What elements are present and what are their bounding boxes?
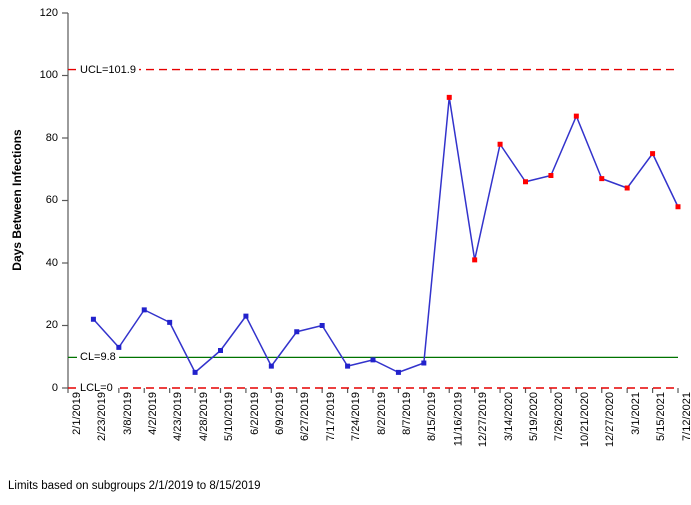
data-point-marker xyxy=(395,369,401,375)
data-point-marker xyxy=(243,313,249,319)
x-axis-tick-label: 5/19/2020 xyxy=(528,392,540,441)
cl-label: CL=9.8 xyxy=(77,350,119,365)
x-axis-tick-label: 6/9/2019 xyxy=(273,392,286,435)
x-axis-tick-label: 7/12/2021 xyxy=(680,392,691,441)
data-point-marker xyxy=(548,173,554,178)
x-axis-tick-label: 2/23/2019 xyxy=(95,392,108,441)
y-axis-tick-label: 60 xyxy=(45,194,58,206)
y-axis-tick-label: 100 xyxy=(39,69,58,81)
x-axis-tick-label: 7/17/2019 xyxy=(324,392,337,441)
data-point-marker xyxy=(192,369,198,375)
data-point-marker xyxy=(167,319,173,325)
x-axis-tick-label: 12/27/2019 xyxy=(477,392,490,448)
data-point-marker xyxy=(421,360,427,366)
y-axis-tick-label: 0 xyxy=(51,381,58,394)
x-axis-tick-label: 5/15/2021 xyxy=(655,392,668,441)
x-axis-tick-label: 4/2/2019 xyxy=(146,392,159,435)
x-axis-tick-label: 8/2/2019 xyxy=(375,392,388,435)
data-point-marker xyxy=(497,141,503,147)
data-point-marker xyxy=(268,363,274,369)
data-point-marker xyxy=(345,363,351,369)
data-point-marker xyxy=(573,113,579,119)
data-point-marker xyxy=(472,257,478,263)
data-series-line xyxy=(92,96,679,374)
data-point-marker xyxy=(294,329,300,335)
x-axis-tick-label: 7/26/2020 xyxy=(553,392,566,441)
x-axis-tick-label: 2/1/2019 xyxy=(70,392,83,435)
x-axis-tick-label: 10/21/2020 xyxy=(578,392,591,448)
x-axis-tick-label: 8/7/2019 xyxy=(400,392,413,435)
data-point-marker xyxy=(370,357,376,363)
data-point-marker xyxy=(523,179,528,185)
data-point-marker xyxy=(624,185,630,191)
x-axis-tick-label: 7/24/2019 xyxy=(350,392,363,441)
y-axis-tick-label: 20 xyxy=(45,319,58,331)
data-point-marker xyxy=(90,316,96,322)
y-axis-tick-label: 120 xyxy=(39,6,58,19)
x-axis-tick-label: 6/27/2019 xyxy=(299,392,312,441)
x-axis-tick-label: 3/1/2021 xyxy=(629,392,642,435)
data-point-marker xyxy=(319,323,325,328)
data-point-marker xyxy=(599,176,605,182)
limits-footnote: Limits based on subgroups 2/1/2019 to 8/… xyxy=(8,480,261,492)
x-axis-tick-label: 3/14/2020 xyxy=(502,392,515,441)
data-point-marker xyxy=(675,204,681,210)
y-axis-tick-label: 40 xyxy=(45,256,58,269)
data-point-marker xyxy=(218,348,223,353)
x-axis-tick-label: 3/8/2019 xyxy=(121,392,134,435)
x-axis-tick-label: 4/23/2019 xyxy=(172,392,185,441)
data-point-marker xyxy=(116,344,122,350)
x-axis-tick-label: 8/15/2019 xyxy=(426,392,439,441)
x-axis-tick-label: 11/16/2019 xyxy=(451,392,464,447)
x-axis-tick-label: 5/10/2019 xyxy=(223,392,235,441)
x-axis-tick-label: 6/2/2019 xyxy=(248,392,261,435)
data-point-marker xyxy=(446,94,452,100)
y-axis-tick-label: 80 xyxy=(45,131,58,144)
x-axis-tick-label: 4/28/2019 xyxy=(197,392,210,441)
ucl-label: UCL=101.9 xyxy=(77,62,139,77)
data-point-marker xyxy=(141,307,147,313)
data-point-marker xyxy=(650,151,656,157)
x-axis-tick-label: 12/27/2020 xyxy=(604,392,617,448)
lcl-label: LCL=0 xyxy=(77,381,116,395)
